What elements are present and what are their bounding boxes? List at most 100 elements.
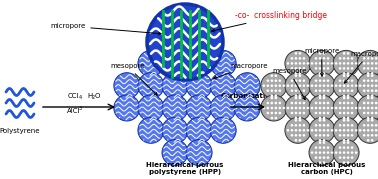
Circle shape: [371, 52, 373, 55]
Circle shape: [186, 140, 212, 166]
Circle shape: [339, 146, 341, 149]
Circle shape: [323, 79, 325, 82]
Circle shape: [347, 57, 349, 60]
Circle shape: [343, 52, 345, 55]
Circle shape: [291, 62, 293, 65]
Circle shape: [162, 140, 188, 166]
Circle shape: [323, 107, 325, 109]
Circle shape: [274, 94, 277, 97]
Circle shape: [315, 89, 317, 92]
Circle shape: [309, 117, 335, 143]
Circle shape: [323, 117, 325, 119]
Circle shape: [138, 117, 164, 143]
Circle shape: [282, 107, 285, 109]
Circle shape: [335, 84, 338, 87]
Circle shape: [371, 94, 373, 97]
Circle shape: [323, 52, 325, 55]
Circle shape: [363, 84, 366, 87]
Circle shape: [319, 57, 321, 60]
Circle shape: [351, 57, 353, 60]
Circle shape: [351, 129, 353, 132]
Circle shape: [138, 73, 164, 99]
Circle shape: [311, 84, 313, 87]
Circle shape: [323, 94, 325, 97]
Circle shape: [357, 95, 378, 121]
Circle shape: [339, 124, 341, 127]
Circle shape: [319, 112, 321, 114]
Circle shape: [339, 67, 341, 70]
Circle shape: [266, 112, 269, 114]
Circle shape: [367, 129, 369, 132]
Text: micropore: micropore: [304, 48, 339, 76]
Circle shape: [371, 62, 373, 65]
Circle shape: [355, 129, 357, 132]
Circle shape: [319, 107, 321, 109]
Circle shape: [271, 117, 273, 119]
Circle shape: [319, 139, 321, 142]
Text: Hierarchical porous
carbon (HPC): Hierarchical porous carbon (HPC): [288, 162, 366, 175]
Circle shape: [279, 84, 281, 87]
Circle shape: [319, 89, 321, 92]
Circle shape: [274, 97, 277, 99]
Circle shape: [291, 102, 293, 104]
Circle shape: [351, 84, 353, 87]
Circle shape: [311, 107, 313, 109]
Circle shape: [285, 73, 311, 99]
Text: CCl: CCl: [68, 93, 79, 99]
Circle shape: [371, 102, 373, 104]
Circle shape: [279, 102, 281, 104]
Text: H: H: [87, 93, 92, 99]
Circle shape: [367, 57, 369, 60]
Circle shape: [315, 156, 317, 159]
Circle shape: [331, 129, 333, 132]
Circle shape: [271, 102, 273, 104]
Circle shape: [339, 156, 341, 159]
Circle shape: [309, 50, 335, 76]
Circle shape: [299, 62, 301, 65]
Circle shape: [162, 50, 188, 76]
Circle shape: [375, 89, 378, 92]
Circle shape: [367, 139, 369, 142]
Circle shape: [210, 95, 236, 121]
Circle shape: [351, 89, 353, 92]
Circle shape: [323, 119, 325, 122]
Circle shape: [335, 151, 338, 154]
Circle shape: [319, 124, 321, 127]
Circle shape: [355, 107, 357, 109]
Circle shape: [355, 84, 357, 87]
Circle shape: [371, 129, 373, 132]
Circle shape: [323, 72, 325, 75]
Circle shape: [303, 62, 305, 65]
Circle shape: [323, 112, 325, 114]
Circle shape: [315, 151, 317, 154]
Circle shape: [234, 73, 260, 99]
Circle shape: [367, 97, 369, 99]
Circle shape: [294, 79, 297, 82]
Circle shape: [347, 129, 349, 132]
Circle shape: [371, 57, 373, 60]
Circle shape: [279, 89, 281, 92]
Circle shape: [371, 112, 373, 114]
Circle shape: [274, 107, 277, 109]
Circle shape: [355, 151, 357, 154]
Circle shape: [327, 107, 329, 109]
Circle shape: [291, 112, 293, 114]
Circle shape: [307, 62, 309, 65]
Circle shape: [323, 124, 325, 127]
Circle shape: [347, 156, 349, 159]
Circle shape: [343, 117, 345, 119]
Circle shape: [294, 124, 297, 127]
Circle shape: [319, 119, 321, 122]
Circle shape: [271, 84, 273, 87]
Circle shape: [294, 107, 297, 109]
Circle shape: [266, 79, 269, 82]
Circle shape: [323, 146, 325, 149]
Circle shape: [363, 57, 366, 60]
Circle shape: [371, 139, 373, 142]
Circle shape: [371, 124, 373, 127]
Circle shape: [347, 79, 349, 82]
Circle shape: [299, 79, 301, 82]
Circle shape: [186, 50, 212, 76]
Circle shape: [327, 146, 329, 149]
Circle shape: [299, 139, 301, 142]
